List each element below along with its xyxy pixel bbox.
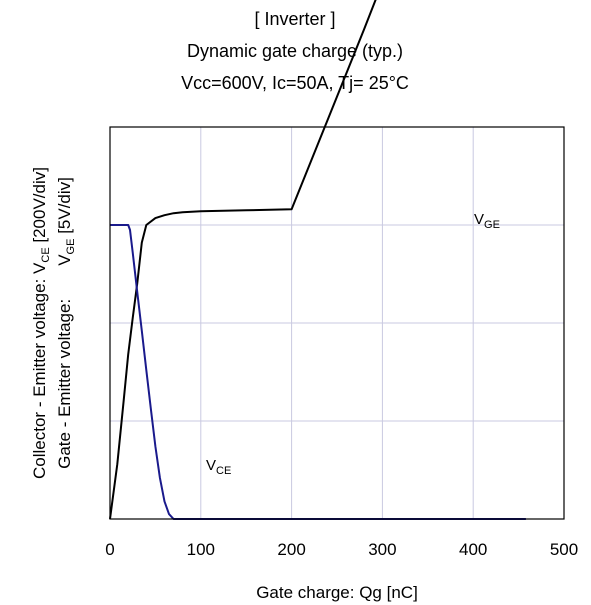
chart-title-line-1: [ Inverter ] (254, 9, 336, 29)
y-axis-label-outer: Collector - Emitter voltage: VCE [200V/d… (30, 167, 52, 479)
chart-title-line-2: Dynamic gate charge (typ.) (186, 41, 404, 61)
series-layer (109, 0, 526, 520)
series-line-vge (109, 0, 377, 520)
series-label-vge: VGE (474, 211, 500, 231)
x-tick-labels: 0 100 200 300 400 500 (105, 540, 578, 559)
plot-grid (110, 127, 564, 519)
x-tick-label: 500 (550, 540, 578, 559)
x-axis-label: Gate charge: Qg [nC] (256, 583, 418, 602)
plot-frame (109, 126, 565, 520)
y-axis-label-inner: Gate - Emitter voltage: VGE [5V/div] (55, 177, 77, 469)
x-tick-label: 0 (105, 540, 114, 559)
x-tick-label: 200 (277, 540, 305, 559)
x-tick-label: 300 (368, 540, 396, 559)
series-label-vce: VCE (206, 457, 231, 477)
x-tick-label: 100 (187, 540, 215, 559)
chart-title-line-3: Vcc=600V, Ic=50A, Tj= 25°C (181, 73, 409, 93)
x-tick-label: 400 (459, 540, 487, 559)
series-line-vce (110, 224, 526, 520)
